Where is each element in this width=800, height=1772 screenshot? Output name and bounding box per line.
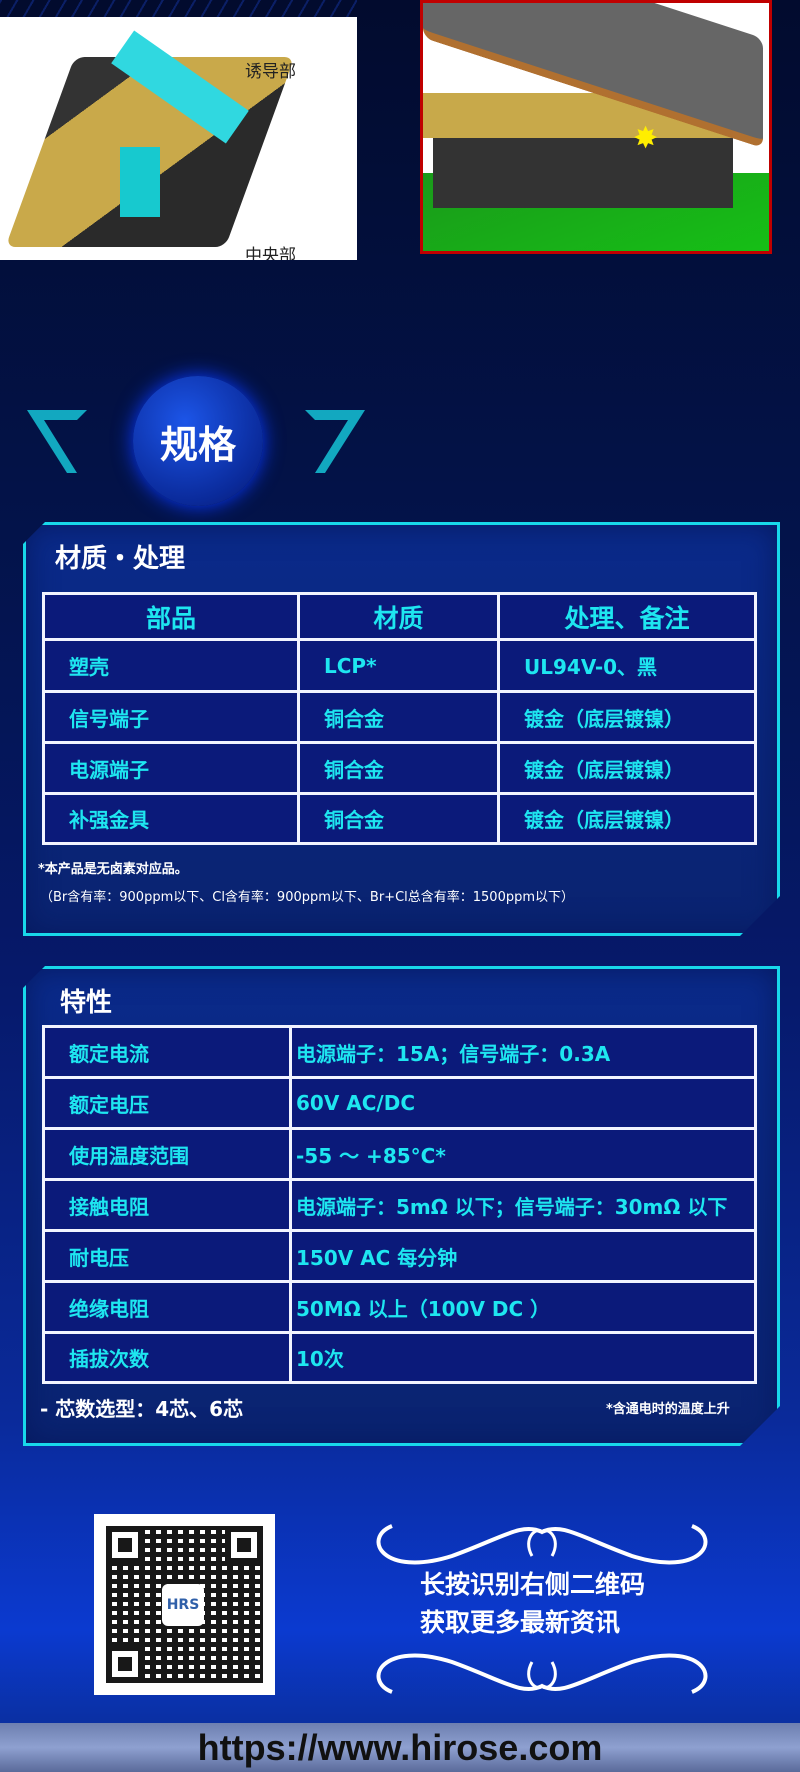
cell: 铜合金 bbox=[297, 792, 500, 845]
halogen-content-note: （Br含有率：900ppm以下、Cl含有率：900ppm以下、Br+Cl总含有率… bbox=[40, 890, 575, 905]
table-row: 绝缘电阻 50MΩ 以上（100V DC ） bbox=[42, 1280, 757, 1334]
cta-line-2: 获取更多最新资讯 bbox=[420, 1608, 621, 1637]
cell: 补强金具 bbox=[42, 792, 300, 845]
cell: 耐电压 bbox=[42, 1229, 292, 1283]
cell: 额定电压 bbox=[42, 1076, 292, 1130]
hrs-logo: HRS bbox=[162, 1584, 204, 1626]
table-row: 使用温度范围 -55 ～ +85°C* bbox=[42, 1127, 757, 1181]
top-ornament bbox=[376, 1524, 708, 1565]
header-treatment: 处理、备注 bbox=[497, 592, 757, 641]
cell: 镀金（底层镀镍） bbox=[497, 741, 757, 795]
cell: 电源端子：5mΩ 以下；信号端子：30mΩ 以下 bbox=[289, 1178, 757, 1232]
cell: -55 ～ +85°C* bbox=[289, 1127, 757, 1181]
materials-title: 材质・处理 bbox=[55, 544, 186, 574]
cell: 塑壳 bbox=[42, 638, 300, 693]
cell: 插拔次数 bbox=[42, 1331, 292, 1384]
cta-line-1: 长按识别右侧二维码 bbox=[420, 1570, 646, 1599]
cell: 绝缘电阻 bbox=[42, 1280, 292, 1334]
cell: 额定电流 bbox=[42, 1025, 292, 1079]
cell: LCP* bbox=[297, 638, 500, 693]
callout-guide: 诱导部 bbox=[245, 62, 296, 82]
table-header-row: 部品 材质 处理、备注 bbox=[42, 592, 757, 641]
header-part: 部品 bbox=[42, 592, 300, 641]
characteristics-table: 额定电流 电源端子：15A；信号端子：0.3A 额定电压 60V AC/DC 使用温… bbox=[42, 1025, 757, 1384]
right-bracket-decoration bbox=[305, 410, 365, 473]
table-row: 塑壳 LCP* UL94V-0、黑 bbox=[42, 638, 757, 693]
connector-cutaway-image: 诱导部 中央部 bbox=[0, 17, 357, 260]
table-row: 电源端子 铜合金 镀金（底层镀镍） bbox=[42, 741, 757, 795]
qr-pattern: HRS bbox=[106, 1526, 263, 1683]
bottom-ornament bbox=[376, 1653, 708, 1694]
halogen-free-note: *本产品是无卤素对应品。 bbox=[38, 862, 188, 877]
cell: 电源端子 bbox=[42, 741, 300, 795]
cell: UL94V-0、黑 bbox=[497, 638, 757, 693]
qr-finder bbox=[106, 1526, 144, 1564]
website-url[interactable]: https://www.hirose.com bbox=[197, 1726, 603, 1768]
qr-finder bbox=[225, 1526, 263, 1564]
table-row: 插拔次数 10次 bbox=[42, 1331, 757, 1384]
cell: 150V AC 每分钟 bbox=[289, 1229, 757, 1283]
materials-table: 部品 材质 处理、备注 塑壳 LCP* UL94V-0、黑 信号端子 铜合金 镀金（底层… bbox=[42, 592, 757, 845]
cell: 50MΩ 以上（100V DC ） bbox=[289, 1280, 757, 1334]
spark-icon: ✸ bbox=[633, 121, 659, 156]
cell: 铜合金 bbox=[297, 690, 500, 744]
core-count-note: - 芯数选型：4芯、6芯 bbox=[40, 1397, 244, 1421]
qr-finder bbox=[106, 1645, 144, 1683]
section-badge: 规格 bbox=[133, 376, 263, 506]
header-material: 材质 bbox=[297, 592, 500, 641]
table-row: 接触电阻 电源端子：5mΩ 以下；信号端子：30mΩ 以下 bbox=[42, 1178, 757, 1232]
qr-code[interactable]: HRS bbox=[94, 1514, 275, 1695]
cell: 60V AC/DC bbox=[289, 1076, 757, 1130]
cell: 使用温度范围 bbox=[42, 1127, 292, 1181]
cell: 镀金（底层镀镍） bbox=[497, 690, 757, 744]
table-row: 额定电压 60V AC/DC bbox=[42, 1076, 757, 1130]
cell: 10次 bbox=[289, 1331, 757, 1384]
decorative-strip bbox=[0, 0, 357, 18]
table-row: 补强金具 铜合金 镀金（底层镀镍） bbox=[42, 792, 757, 845]
characteristics-title: 特性 bbox=[60, 988, 113, 1018]
table-row: 耐电压 150V AC 每分钟 bbox=[42, 1229, 757, 1283]
temperature-note: *含通电时的温度上升 bbox=[606, 1402, 730, 1417]
cell: 镀金（底层镀镍） bbox=[497, 792, 757, 845]
table-row: 额定电流 电源端子：15A；信号端子：0.3A bbox=[42, 1025, 757, 1079]
url-banner[interactable]: https://www.hirose.com bbox=[0, 1723, 800, 1772]
cell: 接触电阻 bbox=[42, 1178, 292, 1232]
table-row: 信号端子 铜合金 镀金（底层镀镍） bbox=[42, 690, 757, 744]
connector-mating-image: ✸ bbox=[420, 0, 772, 254]
left-bracket-decoration bbox=[27, 410, 87, 473]
cell: 铜合金 bbox=[297, 741, 500, 795]
cell: 信号端子 bbox=[42, 690, 300, 744]
callout-center: 中央部 bbox=[245, 246, 296, 260]
cell: 电源端子：15A；信号端子：0.3A bbox=[289, 1025, 757, 1079]
